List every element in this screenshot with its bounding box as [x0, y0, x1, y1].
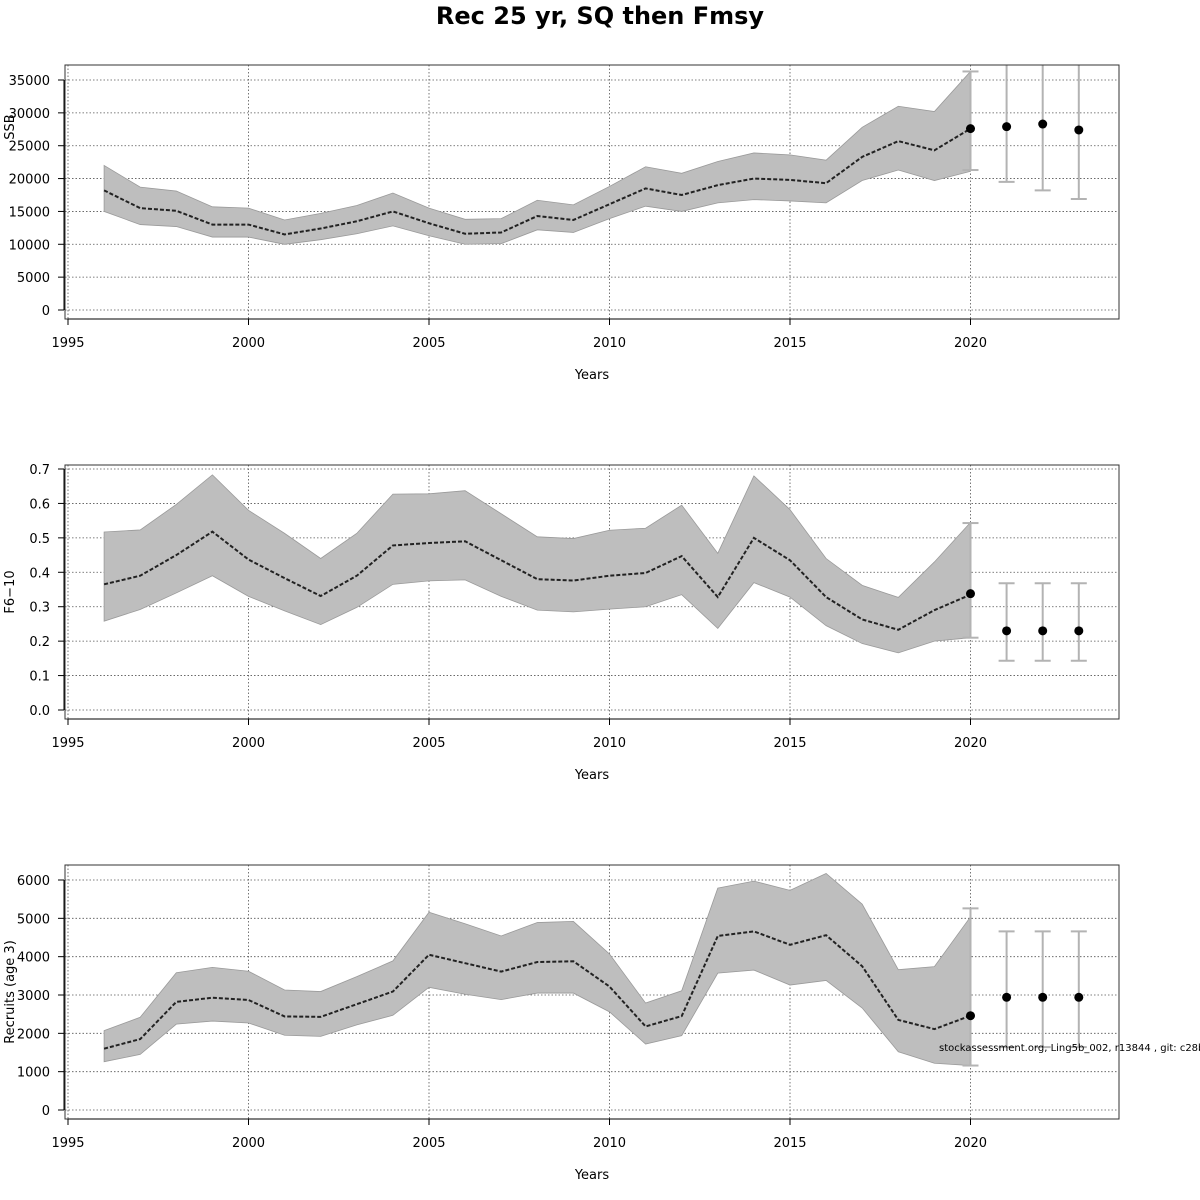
x-tick-label: 2005	[412, 336, 445, 351]
footnote: stockassessment.org, Ling5b_002, r13844 …	[939, 1043, 1200, 1054]
estimate-line	[103, 127, 972, 236]
y-tick-label: 10000	[9, 238, 50, 253]
x-tick-label: 2000	[232, 736, 265, 751]
y-axis-label: SSB	[3, 114, 18, 139]
y-axis-label: F6−10	[3, 570, 18, 613]
projection-point	[966, 124, 975, 134]
x-tick-label: 1995	[51, 336, 84, 351]
projection-point	[966, 1011, 975, 1021]
x-tick-label: 2020	[954, 1136, 987, 1151]
x-tick-label: 2015	[773, 336, 806, 351]
projection-point	[1074, 626, 1084, 636]
x-tick-label: 2010	[593, 1136, 626, 1151]
estimate-line	[103, 930, 971, 1050]
x-tick-label: 2015	[773, 736, 806, 751]
x-tick-label: 2020	[954, 736, 987, 751]
y-tick-label: 0.5	[29, 532, 50, 547]
confidence-band	[103, 70, 971, 245]
y-tick-label: 0.1	[29, 670, 50, 685]
projection-point	[1038, 992, 1048, 1002]
fbar-panel: 1995 2000 2005 2010 2015 2020 0.0 0.1 0.2 0.3 0.4 0…	[3, 463, 1120, 783]
x-tick-label: 2010	[593, 336, 626, 351]
chart-title: Rec 25 yr, SQ then Fmsy	[436, 2, 765, 30]
y-tick-label: 2000	[17, 1027, 50, 1042]
projection-point	[1002, 122, 1012, 132]
y-tick-label: 6000	[17, 874, 50, 889]
y-tick-label: 20000	[9, 173, 50, 188]
confidence-band	[103, 474, 971, 654]
projection-point	[1074, 992, 1084, 1002]
y-tick-label: 0	[42, 1104, 50, 1119]
y-tick-label: 25000	[9, 140, 50, 155]
ssb-panel: 1995 2000 2005 2010 2015 2020 0 5000 10000 15000 2…	[3, 64, 1120, 383]
y-tick-label: 30000	[9, 107, 50, 122]
x-tick-label: 1995	[51, 1136, 84, 1151]
x-tick-label: 2015	[773, 1136, 806, 1151]
y-tick-label: 0	[42, 304, 50, 319]
y-tick-label: 1000	[17, 1066, 50, 1081]
y-tick-label: 0.2	[29, 635, 50, 650]
projection-point	[1038, 119, 1048, 129]
x-tick-label: 2000	[232, 1136, 265, 1151]
y-tick-label: 0.0	[29, 704, 50, 719]
projection-point	[1002, 992, 1012, 1002]
x-axis-label: Years	[574, 768, 610, 783]
projection-point	[966, 589, 975, 599]
x-tick-label: 2005	[412, 1136, 445, 1151]
y-tick-label: 4000	[17, 951, 50, 966]
projection-point	[1038, 626, 1048, 636]
y-tick-label: 0.4	[29, 566, 50, 581]
x-axis-label: Years	[574, 368, 610, 383]
projection-point	[1002, 626, 1012, 636]
x-tick-label: 2010	[593, 736, 626, 751]
confidence-band	[103, 873, 971, 1066]
x-axis-label: Years	[574, 1168, 610, 1183]
x-tick-label: 2000	[232, 336, 265, 351]
y-tick-label: 35000	[9, 74, 50, 89]
x-tick-label: 2020	[954, 336, 987, 351]
y-tick-label: 5000	[17, 271, 50, 286]
x-tick-label: 2005	[412, 736, 445, 751]
recruits-panel: 1995 2000 2005 2010 2015 2020 0 1000 2000 3000 400…	[3, 864, 1120, 1183]
y-tick-label: 15000	[9, 205, 50, 220]
y-tick-label: 0.6	[29, 497, 50, 512]
y-tick-label: 3000	[17, 989, 50, 1004]
projection-point	[1074, 125, 1084, 135]
x-tick-label: 1995	[51, 736, 84, 751]
y-tick-label: 5000	[17, 912, 50, 927]
y-tick-label: 0.7	[29, 463, 50, 478]
y-tick-label: 0.3	[29, 601, 50, 616]
y-axis-label: Recruits (age 3)	[3, 940, 18, 1044]
